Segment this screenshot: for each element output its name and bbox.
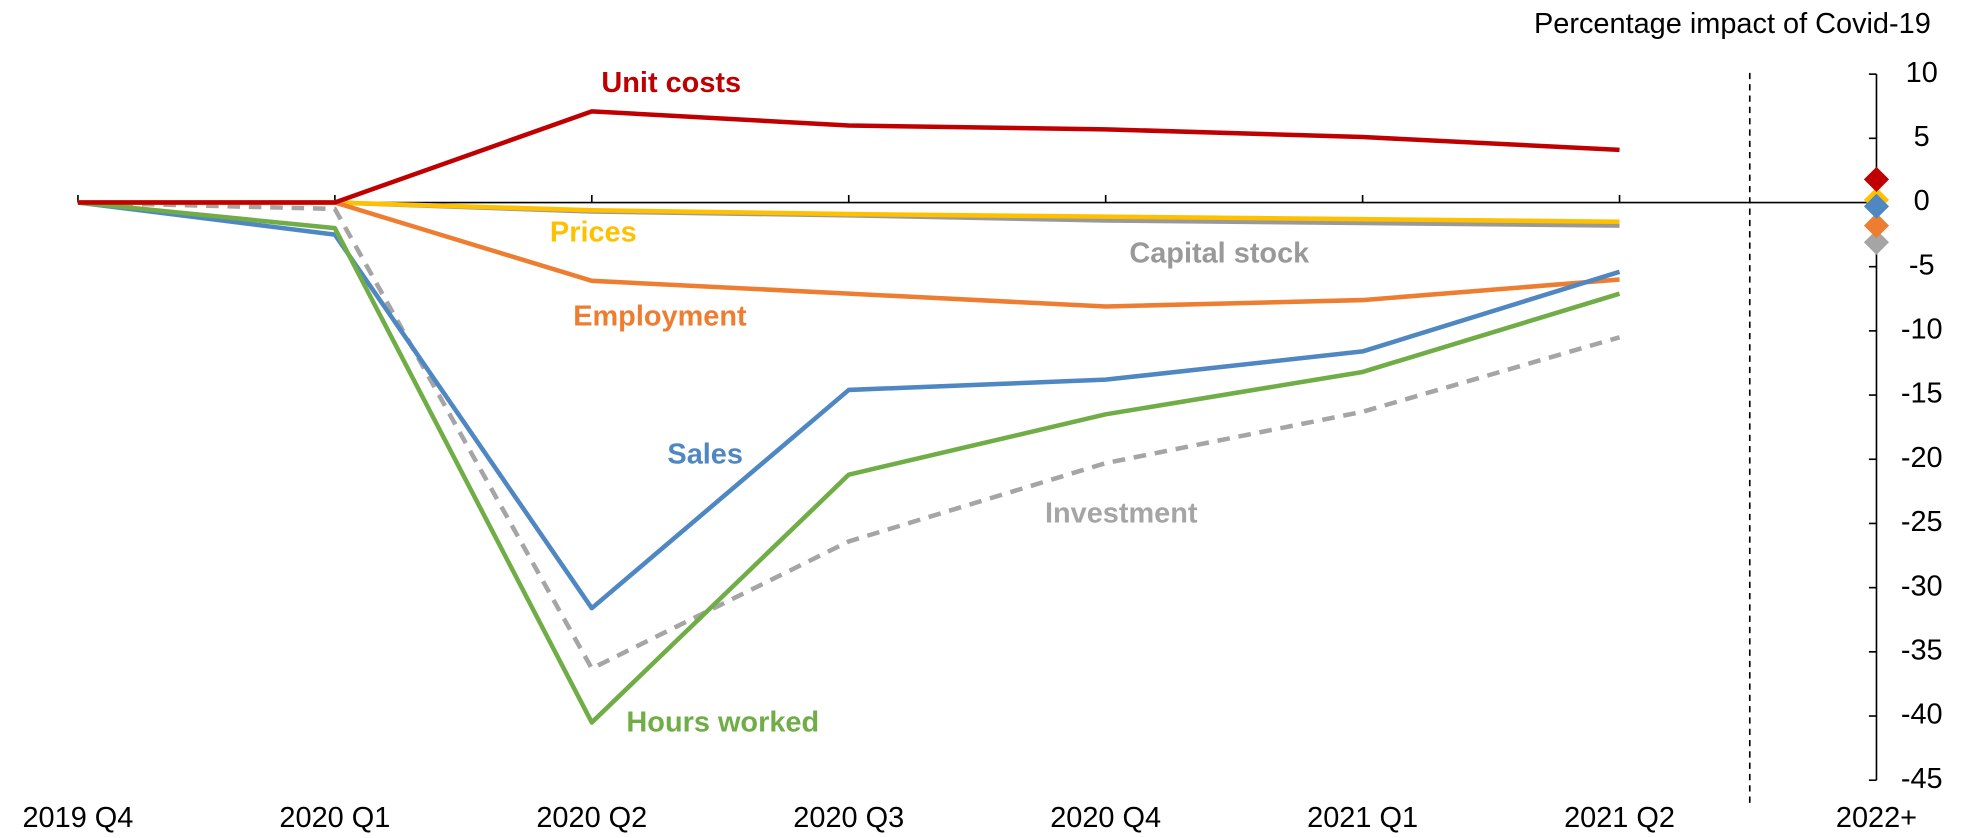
series-line xyxy=(77,109,1620,205)
series-label: Hours worked xyxy=(626,706,819,738)
series-label: Sales xyxy=(667,439,743,471)
series-line xyxy=(77,200,1621,725)
outlook-marker xyxy=(1863,193,1890,219)
y-tick-label: -5 xyxy=(1909,249,1935,281)
axis-title: Percentage impact of Covid-19 xyxy=(1534,8,1931,40)
series-label: Capital stock xyxy=(1129,238,1310,270)
y-tick-label: -15 xyxy=(1901,378,1943,410)
y-tick-label: -35 xyxy=(1901,634,1943,666)
x-tick-label: 2022+ xyxy=(1836,802,1917,834)
y-tick-label: 0 xyxy=(1914,185,1930,217)
series-line xyxy=(77,200,1621,611)
series-label: Employment xyxy=(573,301,747,333)
y-tick-label: -30 xyxy=(1901,570,1943,602)
x-tick-label: 2020 Q2 xyxy=(536,802,647,834)
y-tick-label: -10 xyxy=(1901,314,1943,346)
x-tick-label: 2021 Q2 xyxy=(1564,802,1675,834)
series-label: Investment xyxy=(1045,498,1198,530)
y-tick-label: -40 xyxy=(1901,699,1943,731)
y-tick-label: 5 xyxy=(1914,121,1930,153)
series-label: Unit costs xyxy=(601,67,741,99)
series-line xyxy=(77,200,1621,671)
outlook-marker xyxy=(1863,166,1890,192)
y-tick-label: -25 xyxy=(1901,506,1943,538)
x-tick-label: 2020 Q3 xyxy=(793,802,904,834)
outlook-marker xyxy=(1863,213,1890,239)
outlook-marker xyxy=(1863,229,1890,255)
x-tick-label: 2020 Q4 xyxy=(1050,802,1161,834)
x-tick-label: 2019 Q4 xyxy=(22,802,133,834)
series-line xyxy=(77,200,1620,225)
y-tick-label: -45 xyxy=(1901,763,1943,795)
y-tick-label: -20 xyxy=(1901,442,1943,474)
x-tick-label: 2020 Q1 xyxy=(279,802,390,834)
y-tick-label: 10 xyxy=(1906,57,1938,89)
x-tick-label: 2021 Q1 xyxy=(1307,802,1418,834)
series-label: Prices xyxy=(550,216,637,248)
